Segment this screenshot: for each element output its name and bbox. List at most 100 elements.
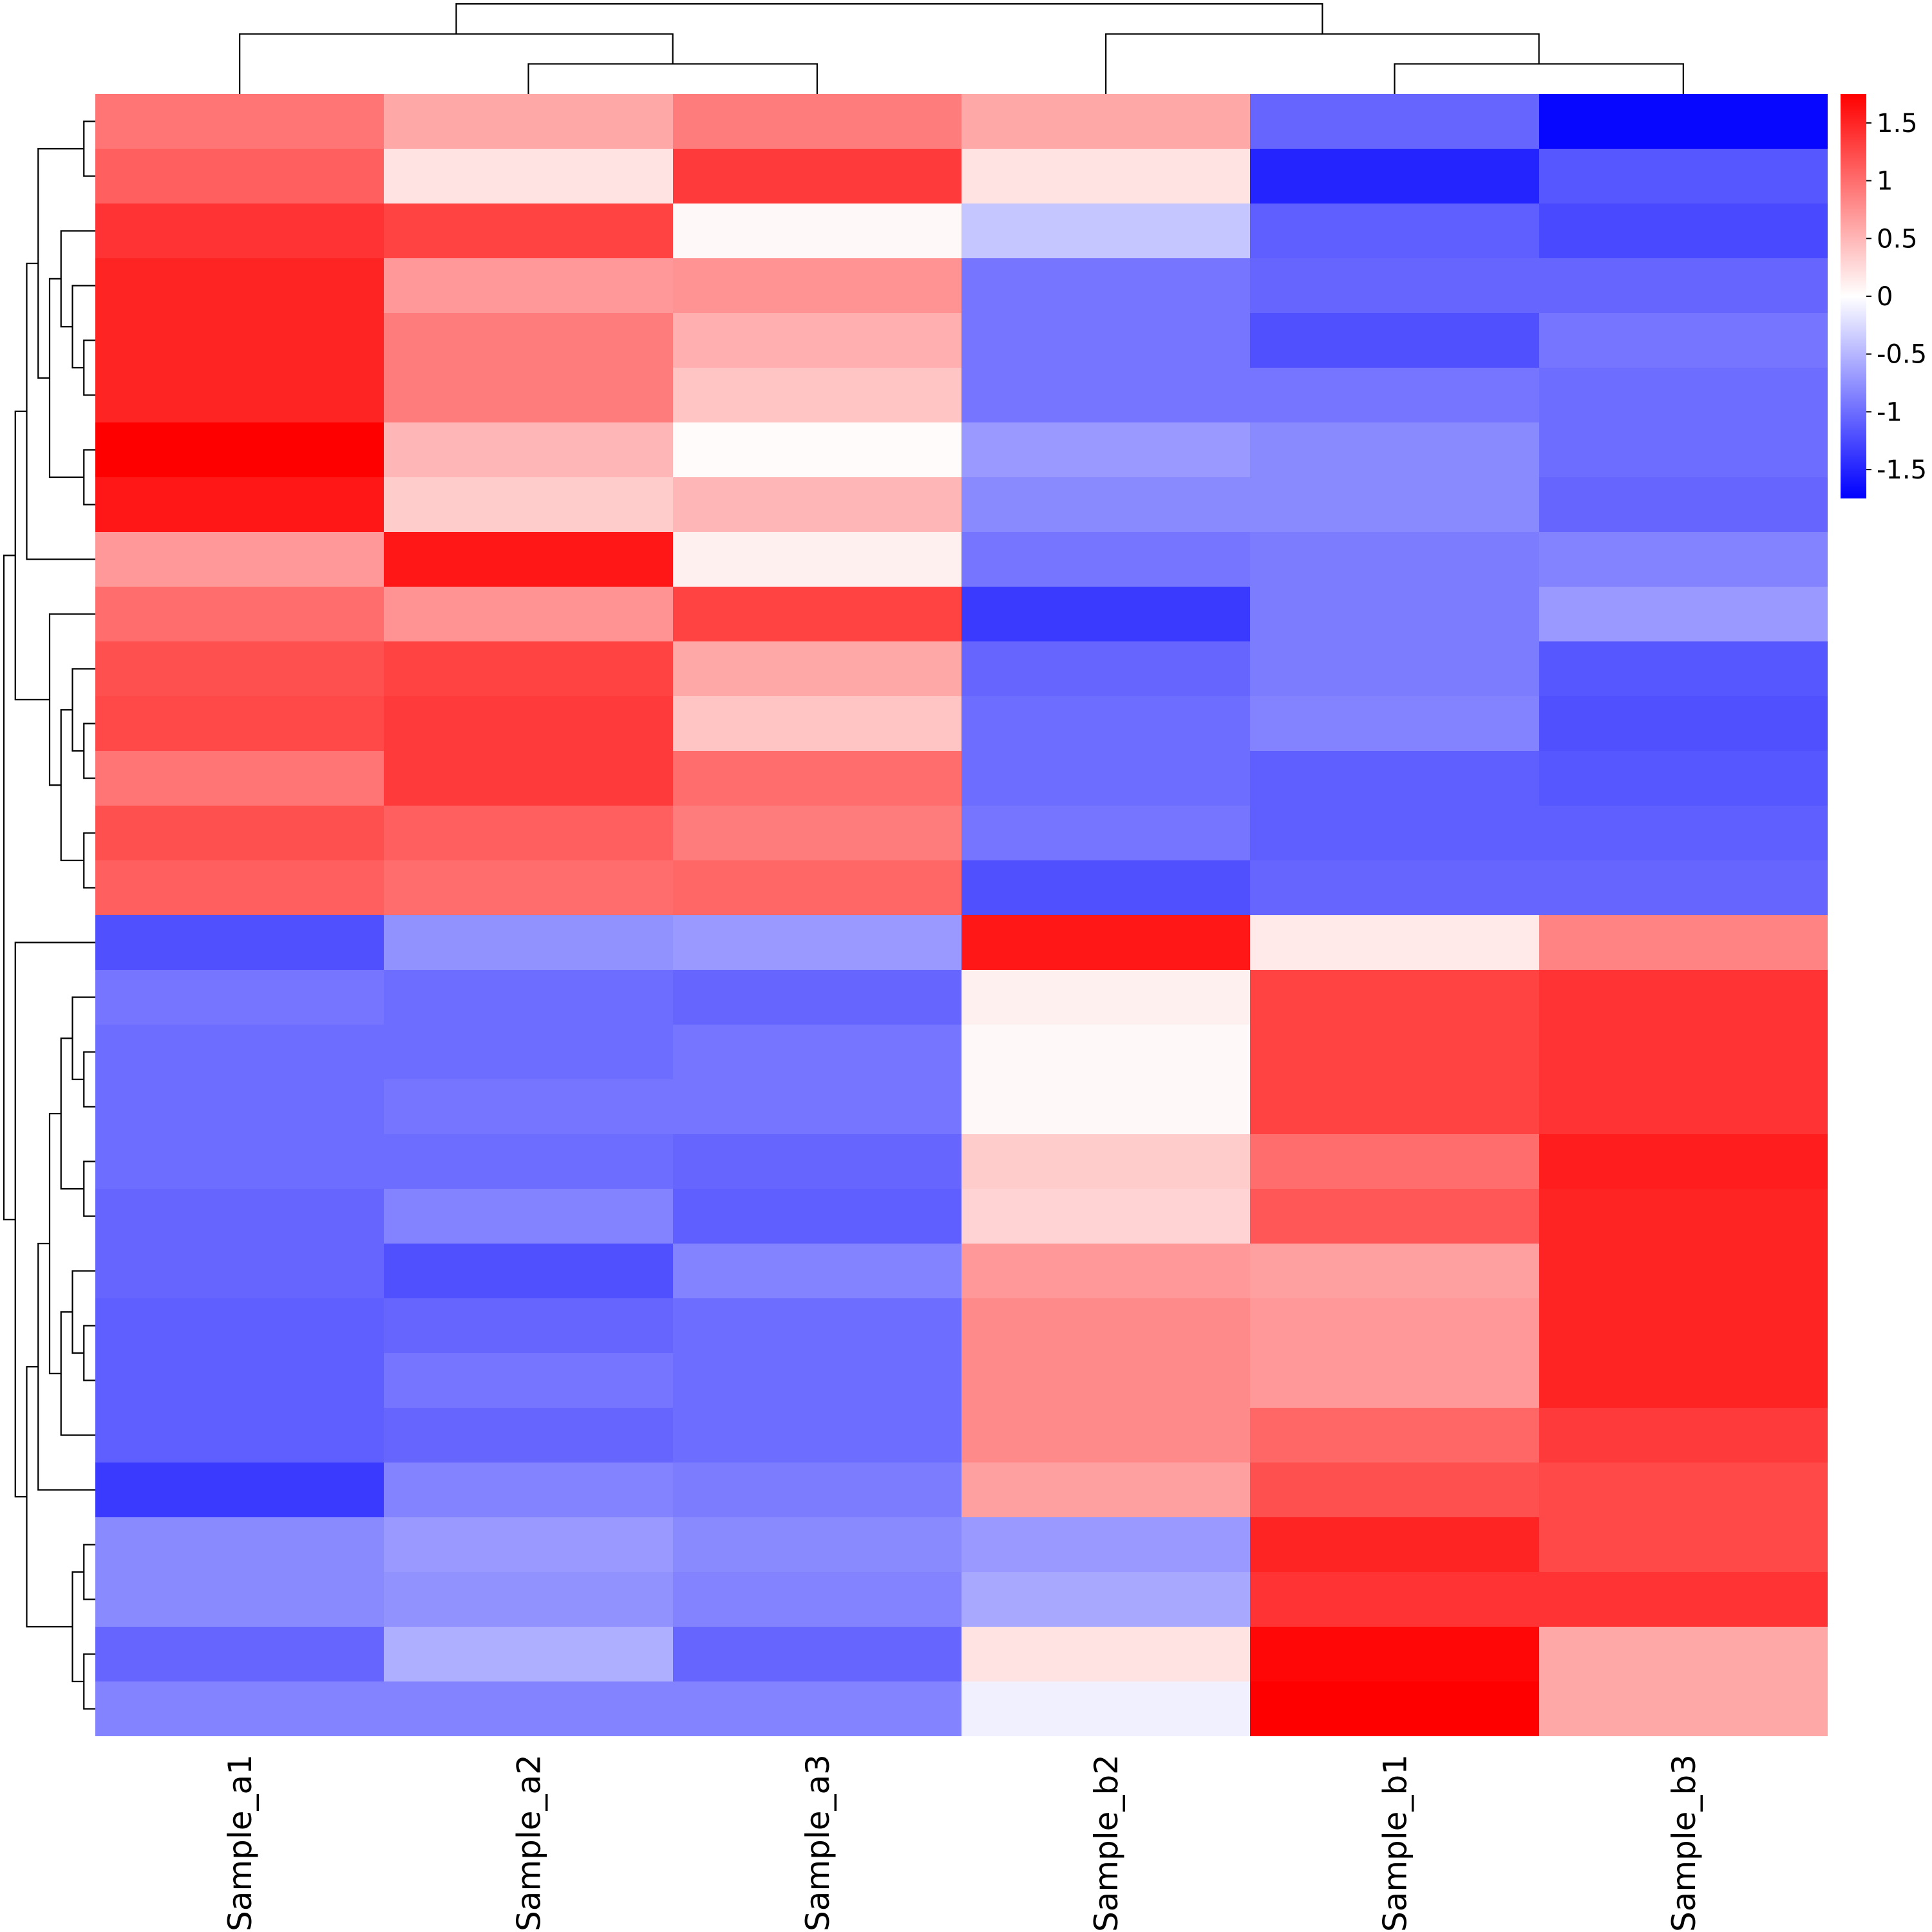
heatmap-cell-r29-sample_b1 [1250,1627,1539,1681]
heatmap-cell-r15-sample_a3 [673,860,961,915]
heatmap-cell-r14-sample_b1 [1250,806,1539,860]
heatmap-cell-r17-sample_a3 [673,970,961,1025]
heatmap-cell-r3-sample_a1 [95,204,384,258]
heatmap-cell-r5-sample_a2 [384,313,673,368]
heatmap-cell-r30-sample_b3 [1539,1681,1828,1736]
heatmap-cell-r6-sample_b3 [1539,368,1828,422]
heatmap-cell-r30-sample_a1 [95,1681,384,1736]
heatmap-cell-r17-sample_a1 [95,970,384,1025]
heatmap-cell-r5-sample_a3 [673,313,961,368]
heatmap-cell-r17-sample_b1 [1250,970,1539,1025]
heatmap-cell-r14-sample_a1 [95,806,384,860]
heatmap-cell-r2-sample_a2 [384,149,673,204]
heatmap-cell-r29-sample_b3 [1539,1627,1828,1681]
heatmap-cell-r3-sample_a3 [673,204,961,258]
heatmap-cell-r24-sample_b1 [1250,1353,1539,1408]
heatmap-cell-r3-sample_a2 [384,204,673,258]
heatmap-cell-r5-sample_b2 [961,313,1250,368]
heatmap-cell-r26-sample_b2 [961,1463,1250,1517]
heatmap-cell-r5-sample_b3 [1539,313,1828,368]
heatmap-cell-r28-sample_b2 [961,1572,1250,1627]
color-scale-legend: 1.5 1 0.5 0 -0.5 -1 -1.5 [1841,94,1927,498]
heatmap-cell-r3-sample_b1 [1250,204,1539,258]
heatmap-cell-r25-sample_a1 [95,1408,384,1463]
heatmap-cell-r7-sample_a3 [673,422,961,477]
heatmap-cell-r28-sample_a2 [384,1572,673,1627]
heatmap-cell-r30-sample_b2 [961,1681,1250,1736]
heatmap-cell-r18-sample_a2 [384,1025,673,1079]
column-dendrogram-link-5 [455,3,1323,34]
heatmap-cell-r16-sample_b1 [1250,915,1539,970]
heatmap-cell-r24-sample_a2 [384,1353,673,1408]
heatmap-cell-r24-sample_b3 [1539,1353,1828,1408]
heatmap-cell-r9-sample_a3 [673,532,961,587]
heatmap-cell-r12-sample_a2 [384,696,673,751]
heatmap-cell-r14-sample_a3 [673,806,961,860]
heatmap-cell-r15-sample_b3 [1539,860,1828,915]
heatmap-cell-r13-sample_a3 [673,751,961,806]
row-dendrogram-link-14 [14,410,50,701]
column-label-sample_b1: Sample_b1 [1377,1754,1414,1932]
heatmap-cell-r1-sample_a3 [673,94,961,149]
heatmap-cell-r4-sample_b2 [961,258,1250,313]
heatmap-cell-r6-sample_a1 [95,368,384,422]
heatmap-cell-r22-sample_a1 [95,1244,384,1298]
heatmap-cell-r7-sample_a2 [384,422,673,477]
heatmap-cell-r21-sample_a3 [673,1189,961,1244]
heatmap-cell-r2-sample_b1 [1250,149,1539,204]
heatmap-cell-r10-sample_b2 [961,587,1250,641]
row-dendrogram-link-5 [48,278,84,478]
heatmap-cell-r26-sample_a2 [384,1463,673,1517]
heatmap-cell-r19-sample_a1 [95,1079,384,1134]
heatmap-cell-r1-sample_b2 [961,94,1250,149]
heatmap-cell-r10-sample_a2 [384,587,673,641]
heatmap-cell-r25-sample_b3 [1539,1408,1828,1463]
heatmap-cell-r21-sample_b2 [961,1189,1250,1244]
heatmap-cell-r3-sample_b2 [961,204,1250,258]
heatmap-cell-r11-sample_b2 [961,641,1250,696]
heatmap-cell-r27-sample_b1 [1250,1517,1539,1572]
heatmap-cell-r11-sample_a3 [673,641,961,696]
heatmap-cell-r1-sample_b3 [1539,94,1828,149]
heatmap-cell-r24-sample_b2 [961,1353,1250,1408]
heatmap-cell-r15-sample_a1 [95,860,384,915]
heatmap-cell-r14-sample_b2 [961,806,1250,860]
heatmap-cell-r8-sample_a3 [673,477,961,532]
heatmap-cell-r4-sample_a1 [95,258,384,313]
column-labels: Sample_a1 Sample_a2 Sample_a3 Sample_b2 Samp… [222,1754,1703,1932]
column-label-sample_a2: Sample_a2 [511,1754,548,1931]
heatmap-cell-r18-sample_b3 [1539,1025,1828,1079]
row-dendrogram-link-26 [71,1571,84,1683]
heatmap-cell-r27-sample_b2 [961,1517,1250,1572]
heatmap-cell-r8-sample_b2 [961,477,1250,532]
heatmap-cell-r2-sample_a3 [673,149,961,204]
heatmap-cell-r28-sample_b1 [1250,1572,1539,1627]
heatmap-cell-r23-sample_a2 [384,1298,673,1353]
heatmap-cell-r21-sample_a1 [95,1189,384,1244]
heatmap-cell-r20-sample_b1 [1250,1134,1539,1189]
row-dendrogram-link-27 [26,1366,73,1628]
heatmap-cell-r7-sample_b2 [961,422,1250,477]
heatmap-cell-r15-sample_b1 [1250,860,1539,915]
heatmap-cell-r1-sample_a2 [384,94,673,149]
heatmap-cell-r27-sample_a1 [95,1517,384,1572]
heatmap-cell-r16-sample_b2 [961,915,1250,970]
color-scale-tick-label: -1.5 [1877,455,1927,485]
heatmap-cell-r8-sample_a1 [95,477,384,532]
heatmap-cell-r17-sample_a2 [384,970,673,1025]
row-dendrogram-link-15 [83,1051,95,1108]
heatmap-cell-r28-sample_a1 [95,1572,384,1627]
heatmap-cell-r24-sample_a3 [673,1353,961,1408]
heatmap-cell-r6-sample_b1 [1250,368,1539,422]
heatmap-cell-r22-sample_b1 [1250,1244,1539,1298]
column-label-sample_b2: Sample_b2 [1088,1754,1125,1932]
column-dendrogram-link-4 [1105,33,1540,94]
heatmap-cell-r14-sample_b3 [1539,806,1828,860]
heatmap-cell-r8-sample_b1 [1250,477,1539,532]
heatmap-cell-r16-sample_a3 [673,915,961,970]
heatmap-cell-r7-sample_b3 [1539,422,1828,477]
heatmap-cell-r14-sample_a2 [384,806,673,860]
row-dendrogram-link-21 [60,1311,95,1436]
heatmap-cell-r11-sample_a2 [384,641,673,696]
